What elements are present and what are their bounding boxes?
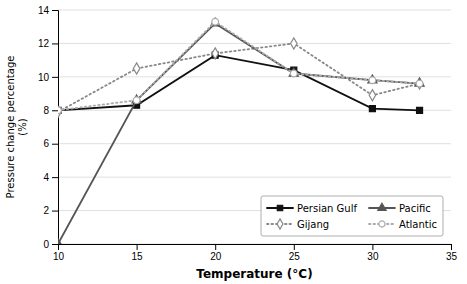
tick: 25 (289, 244, 301, 262)
tick-label: 8 (43, 105, 49, 116)
series (58, 18, 423, 113)
tick: 4 (43, 172, 58, 183)
tick: 20 (210, 244, 222, 262)
grid-line (58, 76, 451, 77)
point (416, 78, 422, 89)
grid-line (58, 10, 451, 11)
series (58, 38, 423, 118)
tick-label: 6 (43, 138, 49, 149)
point (289, 68, 298, 76)
tick: 15 (132, 244, 144, 262)
tick-label: 25 (289, 251, 301, 262)
tick-label: 20 (210, 251, 222, 262)
tick-label: 15 (132, 251, 144, 262)
point (417, 107, 423, 113)
tick-mark (52, 177, 58, 178)
point (132, 95, 141, 103)
point (369, 77, 376, 84)
legend-frame (261, 196, 443, 236)
tick-mark (52, 110, 58, 111)
point (291, 38, 297, 49)
chart: 10 15 20 25 30 35 0 2 4 6 8 10 12 14 Persian Gulf Gijan… (0, 0, 467, 284)
grid-line (58, 143, 451, 144)
tick-label: 4 (43, 172, 49, 183)
tick-mark (52, 144, 58, 145)
tick: 8 (43, 105, 58, 116)
tick-mark (137, 244, 138, 250)
tick: 6 (43, 138, 58, 149)
tick-label: 14 (38, 5, 50, 16)
tick-mark (451, 244, 452, 250)
tick-label: 30 (367, 251, 379, 262)
tick-label: 2 (43, 205, 49, 216)
point (369, 106, 375, 112)
tick: 10 (38, 72, 58, 83)
point (58, 106, 61, 117)
y-axis: 0 2 4 6 8 10 12 14 (38, 5, 59, 250)
point (58, 239, 63, 244)
point (416, 80, 423, 87)
tick-mark (372, 244, 373, 250)
tick: 12 (38, 38, 58, 49)
tick-mark (294, 244, 295, 250)
tick-mark (52, 43, 58, 44)
tick-mark (52, 244, 58, 245)
tick-mark (215, 244, 216, 250)
legend: Persian Gulf Gijang Pacific Atlantic (261, 196, 443, 236)
tick-mark (52, 211, 58, 212)
legend-label: Pacific (399, 203, 431, 214)
tick: 2 (43, 205, 58, 216)
grid-line (58, 43, 451, 44)
tick-label: 35 (446, 251, 458, 262)
tick-mark (52, 10, 58, 11)
point (133, 63, 139, 74)
point (133, 97, 140, 104)
legend-marker (378, 203, 386, 210)
tick-label: 10 (38, 72, 50, 83)
legend-label: Gijang (297, 219, 329, 230)
tick-label: 0 (43, 239, 49, 250)
grid (58, 10, 451, 244)
legend-marker (277, 219, 283, 229)
tick: 35 (446, 244, 458, 262)
line (58, 43, 420, 112)
tick-label: 10 (53, 251, 65, 262)
legend-label: Atlantic (399, 219, 437, 230)
point (369, 90, 375, 101)
legend-item: Pacific (369, 203, 431, 214)
legend-label: Persian Gulf (297, 203, 357, 214)
legend-item: Gijang (267, 219, 329, 230)
x-axis-title: Temperature (°C) (196, 267, 312, 281)
tick: 10 (53, 244, 65, 262)
tick: 0 (43, 239, 58, 250)
x-axis: 10 15 20 25 30 35 (53, 244, 458, 262)
tick-mark (52, 77, 58, 78)
line (58, 55, 420, 110)
legend-marker (379, 221, 385, 227)
tick-label: 12 (38, 38, 50, 49)
legend-item: Atlantic (369, 219, 437, 230)
axis-line (52, 11, 59, 245)
grid-line (58, 177, 451, 178)
point (58, 107, 61, 113)
point (368, 75, 377, 83)
point (290, 70, 297, 77)
line (58, 22, 420, 111)
legend-marker (277, 205, 282, 210)
point (212, 18, 219, 25)
tick: 30 (367, 244, 379, 262)
point (415, 78, 424, 86)
tick: 14 (38, 5, 58, 16)
plot: 10 15 20 25 30 35 0 2 4 6 8 10 12 14 Persian Gulf Gijan… (38, 5, 458, 262)
point (212, 48, 218, 59)
y-axis-title: Pressure change percentage(%) (5, 56, 28, 199)
legend-item: Persian Gulf (267, 203, 357, 214)
point (58, 107, 61, 114)
axis-line (59, 245, 452, 251)
